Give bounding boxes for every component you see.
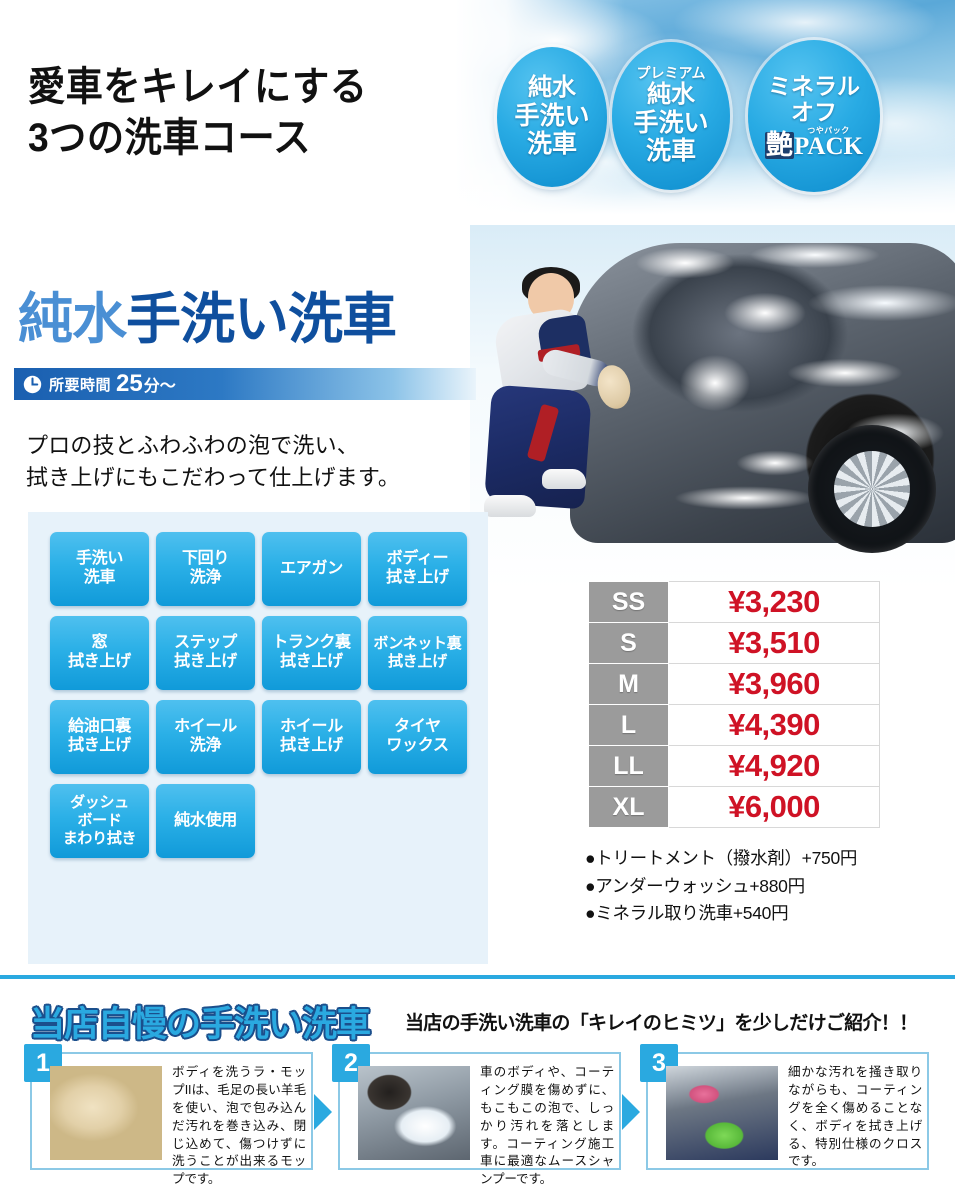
badge-1-line1: 純水 <box>528 74 576 102</box>
badge-3-line1: ミネラル <box>768 72 860 99</box>
table-row: XL ¥6,000 <box>588 786 880 828</box>
price-size: M <box>588 663 669 705</box>
service-tag[interactable]: ボディー 拭き上げ <box>368 532 467 606</box>
badge-2-line2: 手洗い <box>633 108 709 137</box>
service-tag[interactable]: 給油口裏 拭き上げ <box>50 700 149 774</box>
hero-photo-carwash <box>470 225 955 590</box>
service-tag-grid: 手洗い 洗車 下回り 洗浄 エアガン ボディー 拭き上げ 窓 拭き上げ ステップ… <box>50 532 467 858</box>
service-tag[interactable]: ダッシュ ボード まわり拭き <box>50 784 149 858</box>
price-value: ¥3,230 <box>668 581 880 623</box>
table-row: SS ¥3,230 <box>588 581 880 623</box>
course-badge-premium-junsui[interactable]: プレミアム 純水 手洗い 洗車 <box>612 42 730 190</box>
foam-wash-photo <box>358 1066 470 1160</box>
list-item: ●ミネラル取り洗車+540円 <box>585 903 789 924</box>
service-tag[interactable]: エアガン <box>262 532 361 606</box>
service-tag[interactable]: 窓 拭き上げ <box>50 616 149 690</box>
duration-bar: 所要時間 25 分〜 <box>14 368 476 400</box>
price-value: ¥4,390 <box>668 704 880 746</box>
price-size: L <box>588 704 669 746</box>
table-row: LL ¥4,920 <box>588 745 880 787</box>
list-item: ●アンダーウォッシュ+880円 <box>585 875 805 896</box>
price-size: SS <box>588 581 669 623</box>
course-title: 純水手洗い洗車 <box>18 292 397 347</box>
list-item: ●トリートメント（撥水剤）+750円 <box>585 848 858 868</box>
card-description: 細かな汚れを掻き取りながらも、コーティングを全く傷めることなく、ボディを拭き上げ… <box>788 1065 922 1169</box>
badge-1-line3: 洗車 <box>526 130 577 159</box>
tsuya-pack-logo: 艶 つやパック PACK <box>765 126 863 161</box>
service-tag[interactable]: 手洗い 洗車 <box>50 532 149 606</box>
badge-2-line3: 洗車 <box>645 137 696 166</box>
service-tag[interactable]: 純水使用 <box>156 784 255 858</box>
duration-label: 所要時間 <box>49 376 112 394</box>
price-size: XL <box>588 786 669 828</box>
service-tag[interactable]: ホイール 洗浄 <box>156 700 255 774</box>
price-value: ¥6,000 <box>668 786 880 828</box>
car-wheel <box>808 425 936 553</box>
duration-unit: 分〜 <box>143 378 176 395</box>
mop-photo <box>50 1066 162 1160</box>
course-description: プロの技とふわふわの泡で洗い、 拭き上げにもこだわって仕上げます。 <box>26 433 401 490</box>
service-tag[interactable]: ホイール 拭き上げ <box>262 700 361 774</box>
price-size: S <box>588 622 669 664</box>
duration-number: 25 <box>116 370 143 397</box>
course-badge-mineral-off[interactable]: ミネラル オフ 艶 つやパック PACK <box>748 40 880 192</box>
badge-1-line2: 手洗い <box>514 101 590 130</box>
top-banner: 愛車をキレイにする 3つの洗車コース 純水 手洗い 洗車 プレミアム 純水 手洗… <box>0 0 955 225</box>
feature-card-3: 3 細かな汚れを掻き取りながらも、コーティングを全く傷めることなく、ボディを拭き… <box>640 1044 929 1170</box>
service-tag[interactable]: ステップ 拭き上げ <box>156 616 255 690</box>
table-row: L ¥4,390 <box>588 704 880 746</box>
bottom-section-heading: 当店自慢の手洗い洗車 <box>30 1005 371 1044</box>
course-badge-junsui[interactable]: 純水 手洗い 洗車 <box>497 47 607 187</box>
badge-3-line2: オフ <box>791 99 837 125</box>
worker-shoe-left <box>484 495 536 517</box>
price-value: ¥3,510 <box>668 622 880 664</box>
badge-2-line0: プレミアム <box>636 65 706 82</box>
service-tag[interactable]: タイヤ ワックス <box>368 700 467 774</box>
worker-figure <box>484 267 635 528</box>
arrow-right-icon <box>622 1094 640 1130</box>
badge-2-line1: 純水 <box>647 80 695 108</box>
tsuya-pack-ruby: つやパック <box>807 126 850 136</box>
price-size: LL <box>588 745 669 787</box>
wipe-cloth-photo <box>666 1066 778 1160</box>
service-tag[interactable]: 下回り 洗浄 <box>156 532 255 606</box>
service-tag-panel: 手洗い 洗車 下回り 洗浄 エアガン ボディー 拭き上げ 窓 拭き上げ ステップ… <box>28 512 488 964</box>
price-table: SS ¥3,230 S ¥3,510 M ¥3,960 L ¥4,390 LL … <box>588 581 880 828</box>
arrow-right-icon <box>314 1094 332 1130</box>
card-description: ボディを洗うラ・モップIIは、毛足の長い羊毛を使い、泡で包み込んだ汚れを巻き込み… <box>172 1065 306 1187</box>
course-title-prefix: 純水 <box>18 288 127 350</box>
pack-text: PACK <box>794 133 863 161</box>
page-headline: 愛車をキレイにする 3つの洗車コース <box>28 65 368 161</box>
feature-card-1: 1 ボディを洗うラ・モップIIは、毛足の長い羊毛を使い、泡で包み込んだ汚れを巻き… <box>24 1044 313 1186</box>
price-value: ¥4,920 <box>668 745 880 787</box>
clock-icon <box>23 375 42 393</box>
service-tag[interactable]: ボンネット裏 拭き上げ <box>368 616 467 690</box>
option-list: ●トリートメント（撥水剤）+750円 ●アンダーウォッシュ+880円 ●ミネラル… <box>585 845 955 928</box>
table-row: S ¥3,510 <box>588 622 880 664</box>
course-title-main: 手洗い洗車 <box>126 288 397 350</box>
feature-card-2: 2 車のボディや、コーティング膜を傷めずに、もこもこの泡で、しっかり汚れを落とし… <box>332 1044 621 1186</box>
card-description: 車のボディや、コーティング膜を傷めずに、もこもこの泡で、しっかり汚れを落とします… <box>480 1065 614 1187</box>
bottom-section-subheading: 当店の手洗い洗車の「キレイのヒミツ」を少しだけご紹介！！ <box>405 1013 918 1034</box>
service-tag[interactable]: トランク裏 拭き上げ <box>262 616 361 690</box>
table-row: M ¥3,960 <box>588 663 880 705</box>
tsuya-kanji: 艶 <box>765 130 794 161</box>
price-value: ¥3,960 <box>668 663 880 705</box>
worker-shoe-right <box>542 469 586 489</box>
section-divider <box>0 975 955 979</box>
